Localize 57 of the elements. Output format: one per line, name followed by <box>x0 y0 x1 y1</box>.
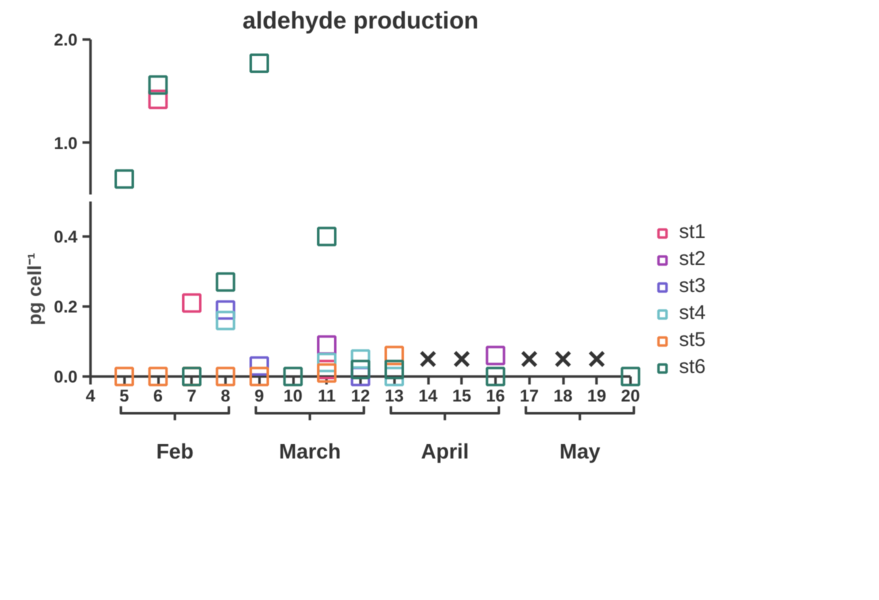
point <box>216 366 236 386</box>
x-tick-label: 13 <box>384 386 404 406</box>
x-tick-label: 16 <box>486 386 505 406</box>
text: April <box>420 440 469 464</box>
x-tick-label: 17 <box>520 386 539 406</box>
point <box>520 350 538 368</box>
x-tick-label: 8 <box>220 386 230 406</box>
legend-label: st2 <box>679 248 706 271</box>
x-tick-label: 11 <box>318 386 336 406</box>
x-tick-label: 19 <box>587 386 606 406</box>
point <box>554 350 572 368</box>
point <box>148 366 168 386</box>
y-tick-label: 0.0 <box>54 368 78 386</box>
point <box>453 350 470 368</box>
y-tick-label: 1.0 <box>54 134 78 153</box>
legend-label: st3 <box>679 275 706 298</box>
x-tick-label: 6 <box>153 386 163 406</box>
text: Feb <box>156 440 194 464</box>
y-axis-title: pg cell⁻¹ <box>24 252 46 326</box>
text: March <box>278 440 341 464</box>
point <box>486 366 506 386</box>
x-tick-label: 10 <box>284 386 302 406</box>
point <box>216 272 236 292</box>
point <box>317 226 336 246</box>
x-tick-label: 18 <box>554 386 572 406</box>
legend-label: st1 <box>679 221 706 244</box>
point <box>283 366 303 386</box>
point <box>588 350 606 368</box>
point <box>182 293 202 313</box>
y-tick-label: 0.2 <box>54 298 78 316</box>
point <box>250 54 269 74</box>
x-tick-label: 4 <box>86 386 96 406</box>
x-tick-label: 20 <box>621 386 640 406</box>
text: May <box>559 440 601 464</box>
legend-label: st6 <box>679 356 706 379</box>
x-tick-label: 9 <box>254 386 264 406</box>
y-tick-label: 0.4 <box>54 228 78 246</box>
x-tick-label: 14 <box>418 386 438 406</box>
y-tick-label: 2.0 <box>54 30 78 50</box>
legend-label: st5 <box>679 329 706 352</box>
legend-label: st4 <box>679 302 706 325</box>
x-tick-label: 5 <box>120 386 129 406</box>
point <box>216 310 236 330</box>
point <box>620 366 640 386</box>
point <box>114 169 134 189</box>
point <box>114 366 134 386</box>
point <box>350 360 370 380</box>
point <box>420 350 436 368</box>
x-tick-label: 7 <box>187 386 196 406</box>
x-tick-label: 15 <box>452 386 472 406</box>
chart-title: aldehyde production <box>242 8 479 34</box>
point <box>486 346 506 366</box>
point <box>148 75 168 95</box>
point <box>384 360 404 380</box>
point <box>317 363 336 383</box>
x-tick-label: 12 <box>351 386 370 406</box>
point <box>250 366 269 386</box>
